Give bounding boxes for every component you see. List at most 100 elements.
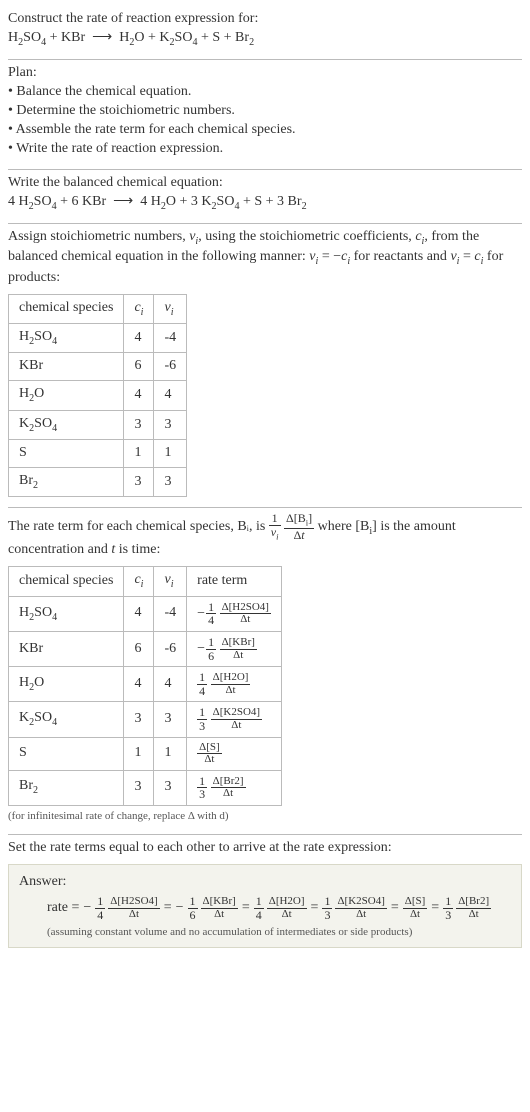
- answer-note: (assuming constant volume and no accumul…: [19, 925, 511, 940]
- v-cell: -4: [154, 324, 187, 353]
- table-header: νi: [154, 567, 187, 596]
- table-row: KBr6-6−16 Δ[KBr]Δt: [9, 631, 282, 666]
- v-cell: 4: [154, 381, 187, 410]
- rate-lead: rate =: [47, 899, 79, 918]
- rate-coef-frac: 1 νi: [269, 512, 281, 541]
- table-row: KBr6-6: [9, 353, 187, 381]
- rate-cell: Δ[S]Δt: [187, 737, 282, 770]
- c-cell: 6: [124, 353, 154, 381]
- species-cell: H2O: [9, 667, 124, 702]
- table-header: chemical species: [9, 567, 124, 596]
- rateterm-section: The rate term for each chemical species,…: [8, 508, 522, 833]
- rate-term: 13 Δ[K2SO4]Δt: [322, 895, 386, 921]
- c-cell: 6: [124, 631, 154, 666]
- v-cell: -6: [154, 631, 187, 666]
- species-cell: H2SO4: [9, 324, 124, 353]
- rateterm-pre: The rate term for each chemical species,…: [8, 519, 269, 534]
- v-cell: 1: [154, 440, 187, 468]
- table-header: ci: [124, 567, 154, 596]
- v-cell: -4: [154, 596, 187, 631]
- final-heading: Set the rate terms equal to each other t…: [8, 839, 522, 858]
- rate-cell: 13 Δ[Br2]Δt: [187, 770, 282, 805]
- c-cell: 4: [124, 324, 154, 353]
- table-row: H2O44: [9, 381, 187, 410]
- c-cell: 1: [124, 737, 154, 770]
- rate-term: Δ[S]Δt: [403, 896, 428, 920]
- species-cell: K2SO4: [9, 410, 124, 439]
- rateterm-table: chemical species ci νi rate term H2SO44-…: [8, 566, 282, 805]
- equals: =: [391, 899, 399, 918]
- species-cell: K2SO4: [9, 702, 124, 737]
- assign-text: Assign stoichiometric numbers, νi, using…: [8, 228, 522, 288]
- table-header: νi: [154, 294, 187, 323]
- species-cell: S: [9, 440, 124, 468]
- species-cell: KBr: [9, 353, 124, 381]
- plan-section: Plan: Balance the chemical equation. Det…: [8, 60, 522, 168]
- v-cell: 3: [154, 702, 187, 737]
- assign-section: Assign stoichiometric numbers, νi, using…: [8, 224, 522, 507]
- balanced-section: Write the balanced chemical equation: 4 …: [8, 170, 522, 223]
- v-cell: 3: [154, 468, 187, 497]
- table-row: K2SO43313 Δ[K2SO4]Δt: [9, 702, 282, 737]
- table-row: S11: [9, 440, 187, 468]
- v-cell: 3: [154, 770, 187, 805]
- table-header: chemical species: [9, 294, 124, 323]
- rateterm-note: (for infinitesimal rate of change, repla…: [8, 809, 522, 824]
- answer-box: Answer: rate =−14 Δ[H2SO4]Δt=−16 Δ[KBr]Δ…: [8, 864, 522, 949]
- plan-item: Assemble the rate term for each chemical…: [8, 121, 522, 140]
- equals: =: [311, 899, 319, 918]
- plan-item: Balance the chemical equation.: [8, 83, 522, 102]
- balanced-heading: Write the balanced chemical equation:: [8, 174, 522, 193]
- species-cell: H2O: [9, 381, 124, 410]
- species-cell: Br2: [9, 468, 124, 497]
- species-cell: H2SO4: [9, 596, 124, 631]
- v-cell: 3: [154, 410, 187, 439]
- table-header: ci: [124, 294, 154, 323]
- stoich-table: chemical species ci νi H2SO44-4 KBr6-6 H…: [8, 294, 187, 498]
- c-cell: 4: [124, 596, 154, 631]
- plan-heading: Plan:: [8, 64, 522, 83]
- final-section: Set the rate terms equal to each other t…: [8, 835, 522, 959]
- species-cell: Br2: [9, 770, 124, 805]
- v-cell: 1: [154, 737, 187, 770]
- table-row: H2SO44-4−14 Δ[H2SO4]Δt: [9, 596, 282, 631]
- plan-item: Determine the stoichiometric numbers.: [8, 102, 522, 121]
- table-row: H2SO44-4: [9, 324, 187, 353]
- rate-term: −16 Δ[KBr]Δt: [176, 895, 238, 921]
- rate-cell: −14 Δ[H2SO4]Δt: [187, 596, 282, 631]
- species-cell: KBr: [9, 631, 124, 666]
- c-cell: 4: [124, 667, 154, 702]
- rate-cell: −16 Δ[KBr]Δt: [187, 631, 282, 666]
- answer-equation: rate =−14 Δ[H2SO4]Δt=−16 Δ[KBr]Δt=14 Δ[H…: [19, 895, 511, 921]
- equals: =: [431, 899, 439, 918]
- c-cell: 3: [124, 770, 154, 805]
- balanced-equation: 4 H2SO4 + 6 KBr ⟶ 4 H2O + 3 K2SO4 + S + …: [8, 193, 522, 213]
- table-row: Br233: [9, 468, 187, 497]
- intro-section: Construct the rate of reaction expressio…: [8, 6, 522, 59]
- intro-equation: H2SO4 + KBr ⟶ H2O + K2SO4 + S + Br2: [8, 29, 522, 49]
- rate-term: 13 Δ[Br2]Δt: [443, 895, 491, 921]
- c-cell: 1: [124, 440, 154, 468]
- answer-label: Answer:: [19, 873, 511, 892]
- table-header: rate term: [187, 567, 282, 596]
- plan-item: Write the rate of reaction expression.: [8, 140, 522, 159]
- c-cell: 3: [124, 468, 154, 497]
- table-row: S11Δ[S]Δt: [9, 737, 282, 770]
- equals: =: [164, 899, 172, 918]
- rate-term: −14 Δ[H2SO4]Δt: [83, 895, 159, 921]
- intro-line: Construct the rate of reaction expressio…: [8, 10, 522, 29]
- table-row: H2O4414 Δ[H2O]Δt: [9, 667, 282, 702]
- rate-term: 14 Δ[H2O]Δt: [254, 895, 307, 921]
- table-row: Br23313 Δ[Br2]Δt: [9, 770, 282, 805]
- c-cell: 3: [124, 702, 154, 737]
- species-cell: S: [9, 737, 124, 770]
- plan-list: Balance the chemical equation. Determine…: [8, 83, 522, 159]
- c-cell: 4: [124, 381, 154, 410]
- v-cell: 4: [154, 667, 187, 702]
- rate-cell: 14 Δ[H2O]Δt: [187, 667, 282, 702]
- rate-delta-frac: Δ[Bi] Δt: [284, 512, 314, 541]
- table-row: K2SO433: [9, 410, 187, 439]
- v-cell: -6: [154, 353, 187, 381]
- rate-cell: 13 Δ[K2SO4]Δt: [187, 702, 282, 737]
- rateterm-text: The rate term for each chemical species,…: [8, 512, 522, 560]
